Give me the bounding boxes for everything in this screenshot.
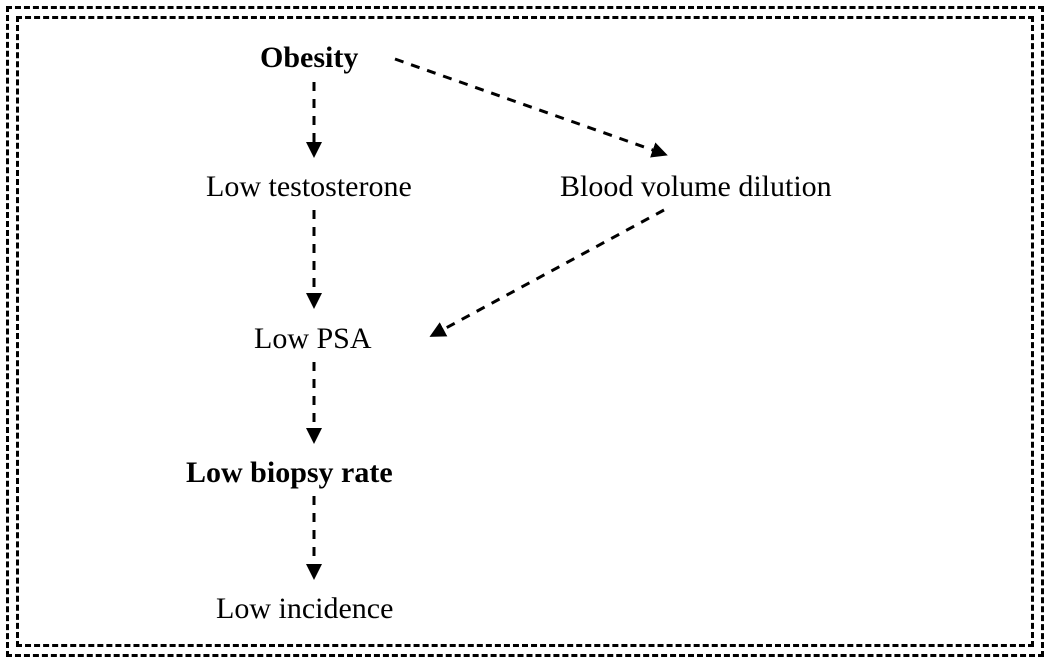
node-obesity: Obesity: [260, 41, 358, 75]
node-low-testosterone: Low testosterone: [206, 170, 412, 204]
node-blood-volume-dilution: Blood volume dilution: [560, 170, 832, 204]
node-low-psa: Low PSA: [254, 322, 372, 356]
node-low-incidence: Low incidence: [216, 592, 393, 626]
node-low-biopsy-rate: Low biopsy rate: [186, 456, 393, 490]
inner-dashed-border: [16, 16, 1034, 647]
